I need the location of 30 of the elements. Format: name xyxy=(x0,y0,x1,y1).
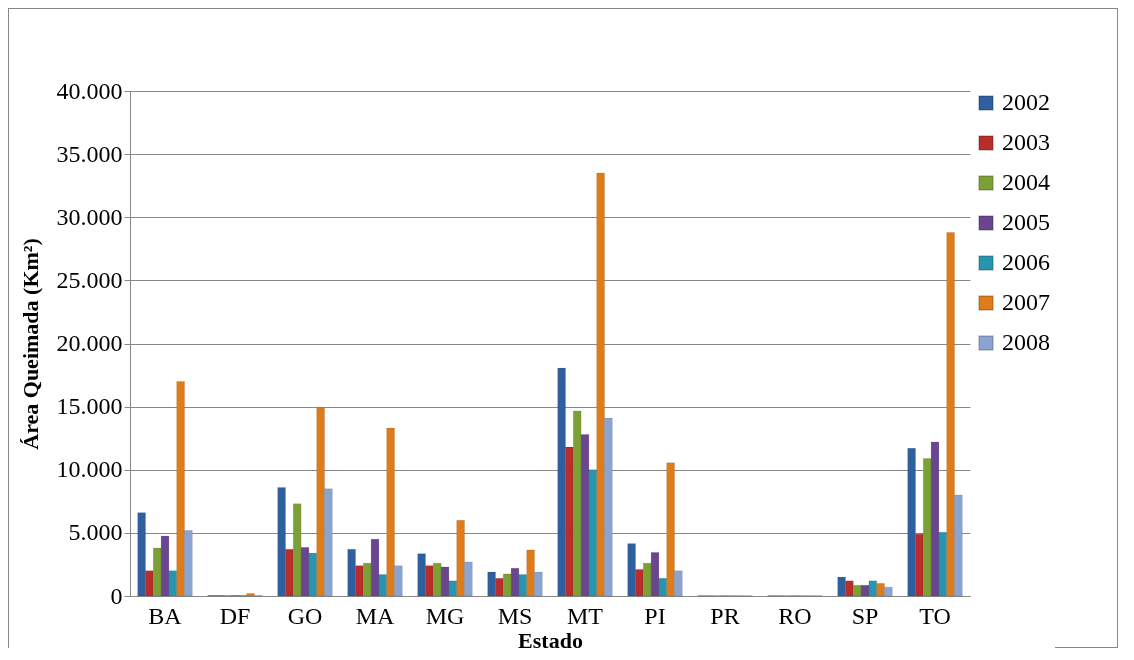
legend-label: 2007 xyxy=(1002,289,1050,315)
x-tick-label: TO xyxy=(919,602,951,629)
x-axis-title: Estado xyxy=(518,627,583,653)
legend-label: 2008 xyxy=(1002,329,1050,355)
x-tick-label: MG xyxy=(425,602,465,629)
x-tick-label: MS xyxy=(497,602,533,629)
legend-label: 2002 xyxy=(1002,89,1050,115)
x-tick-label: SP xyxy=(851,602,879,629)
legend-label: 2006 xyxy=(1002,249,1050,275)
y-tick-label: 40.000 xyxy=(56,77,123,104)
x-tick-label: PR xyxy=(710,602,740,629)
y-tick-label: 25.000 xyxy=(56,266,123,293)
x-tick-label: BA xyxy=(148,602,183,629)
y-tick-label: 20.000 xyxy=(56,330,123,356)
x-tick-label: MT xyxy=(567,602,604,629)
y-tick-label: 35.000 xyxy=(56,140,123,167)
y-tick-label: 15.000 xyxy=(56,393,123,420)
y-tick-label: 5.000 xyxy=(68,519,123,546)
x-tick-label: DF xyxy=(219,602,251,629)
legend-label: 2003 xyxy=(1002,129,1050,155)
y-tick-label: 0 xyxy=(110,582,123,609)
x-tick-label: MA xyxy=(355,602,395,629)
legend-label: 2004 xyxy=(1002,169,1050,195)
x-tick-label: PI xyxy=(644,602,666,629)
x-tick-label: GO xyxy=(287,602,323,629)
legend-label: 2005 xyxy=(1002,209,1050,235)
y-axis-title: Área Queimada (Km²) xyxy=(17,238,43,450)
y-tick-label: 30.000 xyxy=(56,203,123,230)
y-tick-label: 10.000 xyxy=(56,456,123,483)
x-tick-label: RO xyxy=(778,602,812,629)
